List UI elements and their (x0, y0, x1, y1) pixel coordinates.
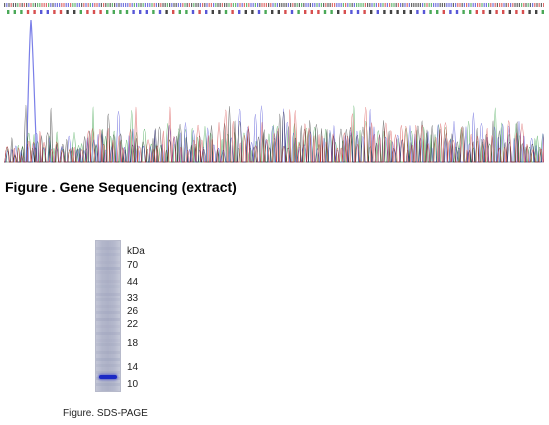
gel-background-streak (96, 280, 120, 284)
gel-background-streak (96, 351, 120, 355)
marker-label-18: 18 (127, 338, 139, 349)
gel-background-streak (96, 317, 120, 321)
sds-page-caption: Figure. SDS-PAGE (63, 408, 148, 419)
gel-background-streak (96, 305, 120, 309)
gene-sequencing-caption: Figure . Gene Sequencing (extract) (5, 179, 237, 195)
gel-background-streak (96, 342, 120, 346)
gel-background-streak (96, 325, 120, 329)
gel-background-streak (96, 247, 120, 251)
chromatogram-sequence-header (4, 3, 544, 14)
marker-label-10: 10 (127, 379, 139, 390)
marker-label-33: 33 (127, 293, 139, 304)
gel-background-streak (96, 370, 120, 374)
gel-background-streak (96, 260, 120, 264)
gel-background-streak (96, 271, 120, 275)
gel-background-streak (96, 298, 120, 302)
marker-label-44: 44 (127, 277, 139, 288)
gel-background-streak (96, 331, 120, 335)
marker-label-14: 14 (127, 362, 139, 373)
gel-background-streak (96, 267, 120, 271)
gel-background-streak (96, 311, 120, 315)
marker-label-26: 26 (127, 306, 139, 317)
gel-background-streak (96, 382, 120, 386)
gel-background-streak (96, 253, 120, 257)
marker-label-22: 22 (127, 319, 139, 330)
kda-unit-label: kDa (127, 246, 145, 257)
gel-background-streak (96, 284, 120, 288)
chromatogram-traces (4, 19, 544, 163)
gel-background-streak (96, 364, 120, 367)
marker-label-70: 70 (127, 260, 139, 271)
protein-band (99, 375, 117, 379)
sds-page-gel-lane (95, 240, 121, 392)
gel-background-streak (96, 358, 120, 362)
gel-background-streak (96, 292, 120, 296)
gel-background-streak (96, 338, 120, 342)
sequencing-chromatogram (4, 3, 544, 163)
